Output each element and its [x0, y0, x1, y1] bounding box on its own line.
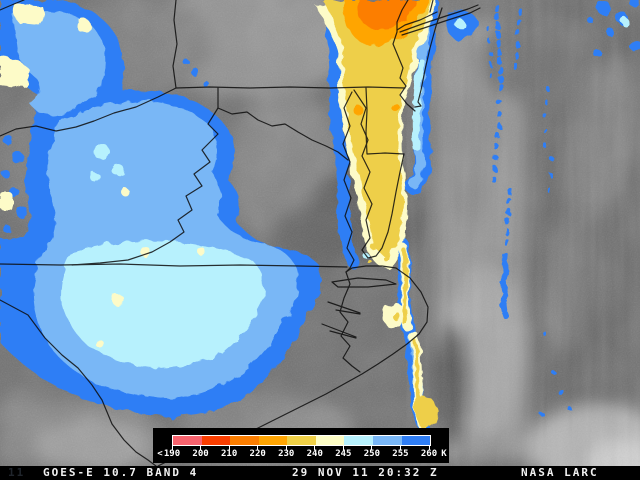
- nj-north-border: [396, 11, 438, 31]
- satellite-map: [0, 0, 640, 466]
- legend-tick: [171, 446, 173, 450]
- legend-tick-label: 190: [163, 449, 181, 459]
- nj-coast: [414, 7, 443, 108]
- legend-tick: [371, 446, 373, 450]
- legend-tick: [285, 446, 287, 450]
- legend-axis: < K 190 200 210 220 230 240 245 250 255 260: [153, 428, 449, 463]
- legend-color-segment: [201, 436, 231, 445]
- long-island: [399, 4, 481, 36]
- legend-less-than-sign: <: [157, 449, 163, 459]
- mason-dixon-line: [175, 86, 406, 89]
- legend-tick: [399, 446, 401, 450]
- legend-color-segment: [372, 436, 402, 445]
- timestamp-label: 29 NOV 11 20:32 Z: [292, 466, 439, 479]
- delmarva-coast: [361, 153, 405, 259]
- legend-tick-label: 210: [220, 449, 238, 459]
- legend-tick-label: 200: [192, 449, 209, 459]
- enhanced-cloud-layer: [0, 0, 640, 438]
- legend-colorbar: [172, 435, 431, 446]
- hudson-river: [429, 0, 434, 13]
- legend-color-segment: [315, 436, 345, 445]
- legend-tick-label: 245: [335, 449, 352, 459]
- legend-color-segment: [258, 436, 288, 445]
- legend-tick-label: 250: [363, 449, 381, 459]
- pamlico-inner-shore: [339, 271, 361, 373]
- product-label: GOES-E 10.7 BAND 4: [43, 466, 199, 479]
- lake-erie-shore: [0, 0, 25, 11]
- legend-tick-label: 240: [306, 449, 323, 459]
- legend-tick-label: 260: [420, 449, 438, 459]
- ocean-streak-texture: [428, 0, 640, 466]
- banks-north-link: [345, 265, 397, 273]
- pamlico-rivers: [321, 301, 361, 339]
- delaware-river: [392, 0, 416, 112]
- legend-color-segment: [401, 436, 431, 445]
- temperature-legend: < K 190 200 210 220 230 240 245 250 255 260: [153, 428, 449, 463]
- chesapeake-west-shore: [342, 91, 355, 273]
- ohio-river: [0, 87, 177, 137]
- legend-color-segment: [173, 436, 202, 445]
- legend-unit-label: K: [441, 449, 447, 459]
- orange-cloud-core: [358, 0, 416, 30]
- corner-station-text: 11: [8, 466, 26, 479]
- legend-tick: [257, 446, 259, 450]
- md-west-potomac: [217, 87, 349, 161]
- legend-tick: [428, 446, 430, 450]
- legend-tick: [228, 446, 230, 450]
- source-label: NASA LARC: [521, 466, 599, 479]
- cyan-cloud-areas: [60, 18, 629, 368]
- legend-tick-label: 230: [278, 449, 295, 459]
- legend-tick: [314, 446, 316, 450]
- legend-tick: [200, 446, 202, 450]
- pa-west-border: [172, 0, 178, 89]
- legend-tick-label: 255: [392, 449, 409, 459]
- gold-cloud-bands: [402, 249, 423, 426]
- legend-color-segment: [287, 436, 316, 445]
- state-borders: [0, 0, 481, 466]
- chesapeake-east-shore: [353, 89, 373, 251]
- legend-tick: [342, 446, 344, 450]
- status-bar: 11 GOES-E 10.7 BAND 4 29 NOV 11 20:32 Z …: [0, 466, 640, 480]
- albemarle-sound: [331, 277, 397, 288]
- legend-color-segment: [230, 436, 259, 445]
- va-nc-border: [0, 263, 348, 268]
- legend-tick-label: 220: [249, 449, 266, 459]
- legend-color-segment: [344, 436, 373, 445]
- wv-va-border: [71, 107, 219, 266]
- nc-sc-border: [0, 299, 157, 466]
